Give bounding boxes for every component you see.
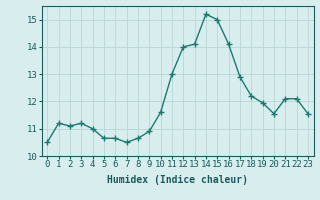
- X-axis label: Humidex (Indice chaleur): Humidex (Indice chaleur): [107, 175, 248, 185]
